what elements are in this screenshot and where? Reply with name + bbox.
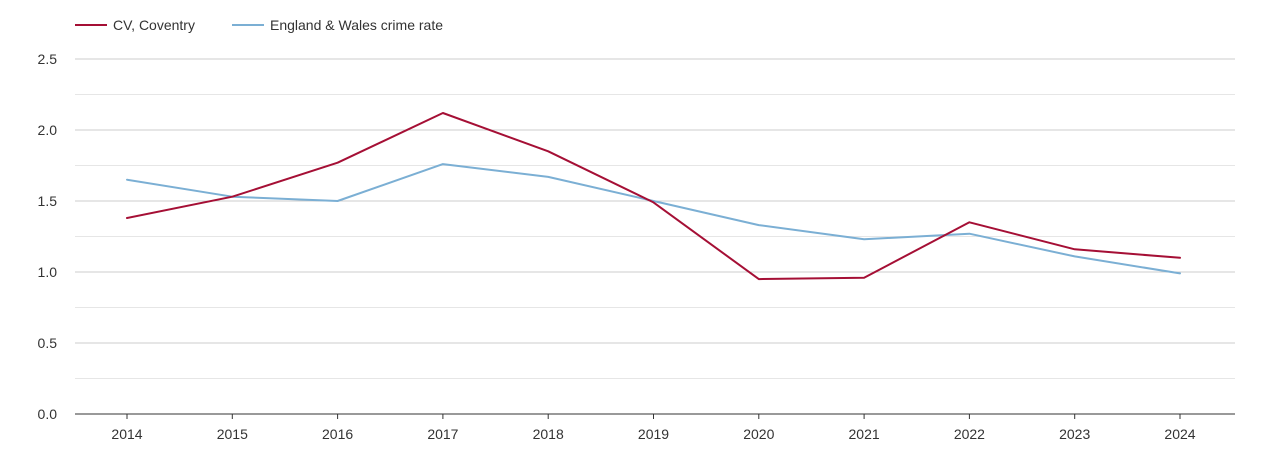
- grid: [75, 58, 1235, 379]
- x-tick-label: 2015: [217, 426, 248, 442]
- x-tick-label: 2020: [743, 426, 774, 442]
- y-tick-label: 1.5: [38, 193, 58, 209]
- legend-label-england-wales: England & Wales crime rate: [270, 17, 443, 33]
- x-tick-label: 2018: [533, 426, 564, 442]
- series-line-england-wales[interactable]: [126, 163, 1181, 275]
- legend: CV, Coventry England & Wales crime rate: [75, 17, 443, 33]
- y-tick-label: 0.0: [38, 406, 58, 422]
- y-tick-label: 0.5: [38, 335, 58, 351]
- y-axis: 0.0 0.5 1.0 1.5 2.0 2.5: [38, 51, 58, 422]
- x-tick-label: 2024: [1164, 426, 1195, 442]
- x-axis: 2014 2015 2016 2017 2018 2019 2020 2021 2022 2023…: [75, 413, 1235, 442]
- y-tick-label: 2.0: [38, 122, 58, 138]
- x-tick-label: 2017: [427, 426, 458, 442]
- x-tick-label: 2022: [954, 426, 985, 442]
- y-tick-label: 2.5: [38, 51, 58, 67]
- x-tick-label: 2019: [638, 426, 669, 442]
- x-tick-label: 2016: [322, 426, 353, 442]
- legend-item-england-wales[interactable]: England & Wales crime rate: [232, 17, 443, 33]
- x-tick-label: 2021: [849, 426, 880, 442]
- x-tick-label: 2023: [1059, 426, 1090, 442]
- legend-item-coventry[interactable]: CV, Coventry: [75, 17, 195, 33]
- x-tick-label: 2014: [111, 426, 142, 442]
- series-lines: [126, 112, 1181, 281]
- y-tick-label: 1.0: [38, 264, 58, 280]
- legend-label-coventry: CV, Coventry: [113, 17, 195, 33]
- series-line-coventry[interactable]: [126, 112, 1181, 281]
